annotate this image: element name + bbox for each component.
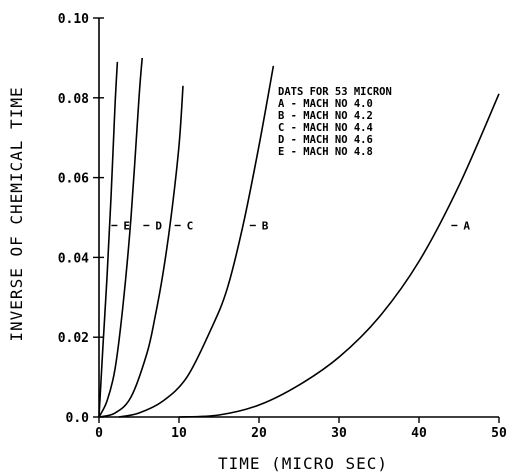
x-tick-label: 40 — [411, 426, 427, 441]
x-tick-label: 0 — [95, 426, 103, 441]
x-tick-label: 30 — [331, 426, 347, 441]
curve-d — [98, 57, 143, 418]
curve-label-e: E — [123, 219, 130, 232]
curve-c — [98, 85, 184, 418]
curve-label-a: A — [463, 219, 470, 232]
legend-entry: B - MACH NO 4.2 — [278, 110, 373, 122]
y-tick-label: 0.02 — [58, 331, 89, 346]
curve-label-b: B — [262, 219, 269, 232]
curves — [98, 57, 500, 418]
curve-label-c: C — [187, 219, 194, 232]
legend-title: DATS FOR 53 MICRON — [278, 86, 392, 98]
y-tick-label: 0.0 — [66, 411, 90, 426]
y-tick-label: 0.10 — [58, 12, 89, 27]
curve-b — [118, 65, 275, 418]
y-tick-label: 0.04 — [58, 251, 89, 266]
x-tick-label: 50 — [491, 426, 507, 441]
y-axis-title: INVERSE OF CHEMICAL TIME — [7, 86, 26, 341]
legend-entry: C - MACH NO 4.4 — [278, 122, 373, 134]
y-tick-label: 0.08 — [58, 92, 89, 107]
y-tick-label: 0.06 — [58, 172, 89, 187]
curve-a — [178, 93, 500, 418]
legend-entry: D - MACH NO 4.6 — [278, 134, 373, 146]
x-axis-title: TIME (MICRO SEC) — [218, 454, 388, 473]
axes: 0 10 20 30 40 50 0.0 0.02 0.04 0.06 0.08 0.10 — [58, 12, 507, 441]
x-tick-label: 20 — [251, 426, 267, 441]
x-tick-label: 10 — [171, 426, 187, 441]
legend-entry: E - MACH NO 4.8 — [278, 146, 373, 158]
legend-entry: A - MACH NO 4.0 — [278, 98, 373, 110]
curve-label-d: D — [155, 219, 162, 232]
curve-e — [98, 61, 119, 418]
